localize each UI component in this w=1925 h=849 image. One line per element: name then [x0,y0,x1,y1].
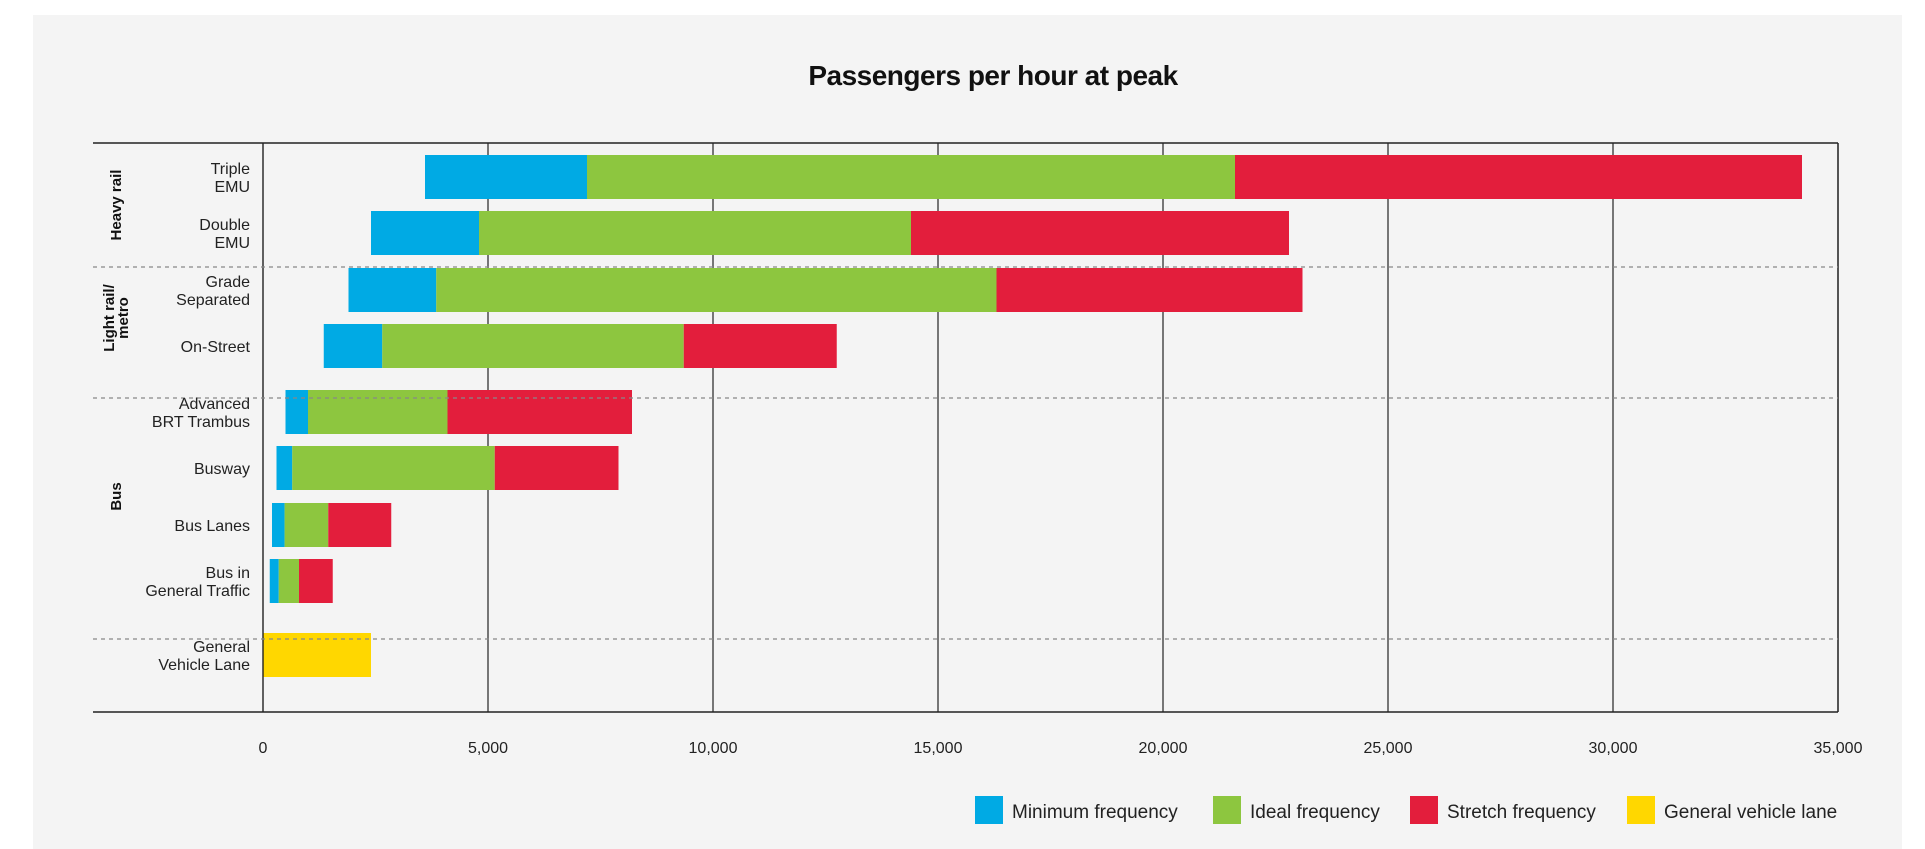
bar-grade-separated-minimum [348,268,437,312]
chart-title: Passengers per hour at peak [808,60,1178,91]
legend-swatch-stretch [1410,796,1438,824]
chart-panel: Passengers per hour at peak Triple EMU Dou… [33,15,1902,849]
category-label-line: EMU [214,179,250,196]
bar-on-street-minimum [323,324,383,368]
group-label-bus: Bus [108,482,125,510]
bar-bus-lanes-stretch [328,503,392,547]
category-label-line: Bus Lanes [174,518,250,535]
legend-swatch-minimum [975,796,1003,824]
category-label-line: Separated [176,292,250,309]
category-label-line: Advanced [179,396,250,413]
category-label-line: On-Street [181,339,251,356]
bar-double-emu-ideal [479,211,911,255]
bar-bus-in-general-traffic-ideal [278,559,299,603]
category-label-line: General [193,639,250,656]
bar-grade-separated-ideal [436,268,997,312]
bar-bus-lanes-ideal [284,503,329,547]
category-label-line: BRT Trambus [152,414,250,431]
bar-bus-in-general-traffic-stretch [299,559,333,603]
category-label-line: Busway [194,461,250,478]
group-label-line: Light rail/ [101,283,118,351]
x-tick-label-5000: 5,000 [468,740,508,757]
category-label-line: Vehicle Lane [158,657,250,674]
bar-triple-emu-ideal [587,155,1235,199]
x-tick-labels: 0 5,000 10,000 15,000 20,000 25,000 30,000 35,0… [259,740,1863,757]
category-label-busway: Busway [194,461,250,478]
group-labels: Heavy rail Light rail/metro Bus [101,170,132,511]
category-label-line: General Traffic [145,583,250,600]
category-label-line: Bus in [206,565,250,582]
legend: Minimum frequency Ideal frequency Stretch … [975,796,1837,824]
bar-triple-emu-minimum [425,155,587,199]
group-label-line: metro [115,297,132,339]
category-label-double-emu: Double EMU [199,217,250,252]
bar-advanced-brt-trambus-ideal [308,390,448,434]
legend-label-ideal: Ideal frequency [1250,802,1380,823]
bar-grade-separated-stretch [996,268,1303,312]
category-label-grade-separated: Grade Separated [176,274,250,309]
group-label-light-rail-metro: Light rail/metro [101,283,132,351]
category-label-line: Grade [206,274,251,291]
category-label-bus-in-general-traffic: Bus in General Traffic [145,565,250,600]
bar-triple-emu-stretch [1235,155,1802,199]
legend-swatch-ideal [1213,796,1241,824]
category-label-triple-emu: Triple EMU [211,161,251,196]
bar-busway-minimum [276,446,293,490]
category-label-general-vehicle-lane: General Vehicle Lane [158,639,250,674]
category-label-on-street: On-Street [181,339,251,356]
x-tick-label-20000: 20,000 [1139,740,1188,757]
legend-label-stretch: Stretch frequency [1447,802,1596,823]
bar-bus-lanes-minimum [272,503,285,547]
bar-on-street-stretch [683,324,837,368]
category-label-bus-lanes: Bus Lanes [174,518,250,535]
bar-advanced-brt-trambus-stretch [447,390,632,434]
bar-advanced-brt-trambus-minimum [285,390,308,434]
legend-label-minimum: Minimum frequency [1012,802,1178,823]
bar-bus-in-general-traffic-minimum [269,559,279,603]
bars [263,155,1802,677]
legend-swatch-general [1627,796,1655,824]
category-label-line: EMU [214,235,250,252]
category-label-line: Triple [211,161,251,178]
x-tick-label-0: 0 [259,740,268,757]
chart: Passengers per hour at peak Triple EMUDou… [93,60,1863,824]
x-tick-label-10000: 10,000 [689,740,738,757]
bar-busway-ideal [292,446,495,490]
bar-double-emu-stretch [911,211,1289,255]
x-tick-label-15000: 15,000 [914,740,963,757]
bar-general-vehicle-lane-general [263,633,371,677]
legend-label-general: General vehicle lane [1664,802,1837,823]
group-label-line: Bus [108,482,125,510]
bar-busway-stretch [494,446,619,490]
category-label-line: Double [199,217,250,234]
group-label-heavy-rail: Heavy rail [108,170,125,241]
category-label-advanced-brt-trambus: Advanced BRT Trambus [152,396,250,431]
x-tick-label-25000: 25,000 [1364,740,1413,757]
x-tick-label-30000: 30,000 [1589,740,1638,757]
bar-double-emu-minimum [371,211,479,255]
x-tick-label-35000: 35,000 [1814,740,1863,757]
axes [93,142,1839,713]
group-label-line: Heavy rail [108,170,125,241]
bar-on-street-ideal [382,324,684,368]
